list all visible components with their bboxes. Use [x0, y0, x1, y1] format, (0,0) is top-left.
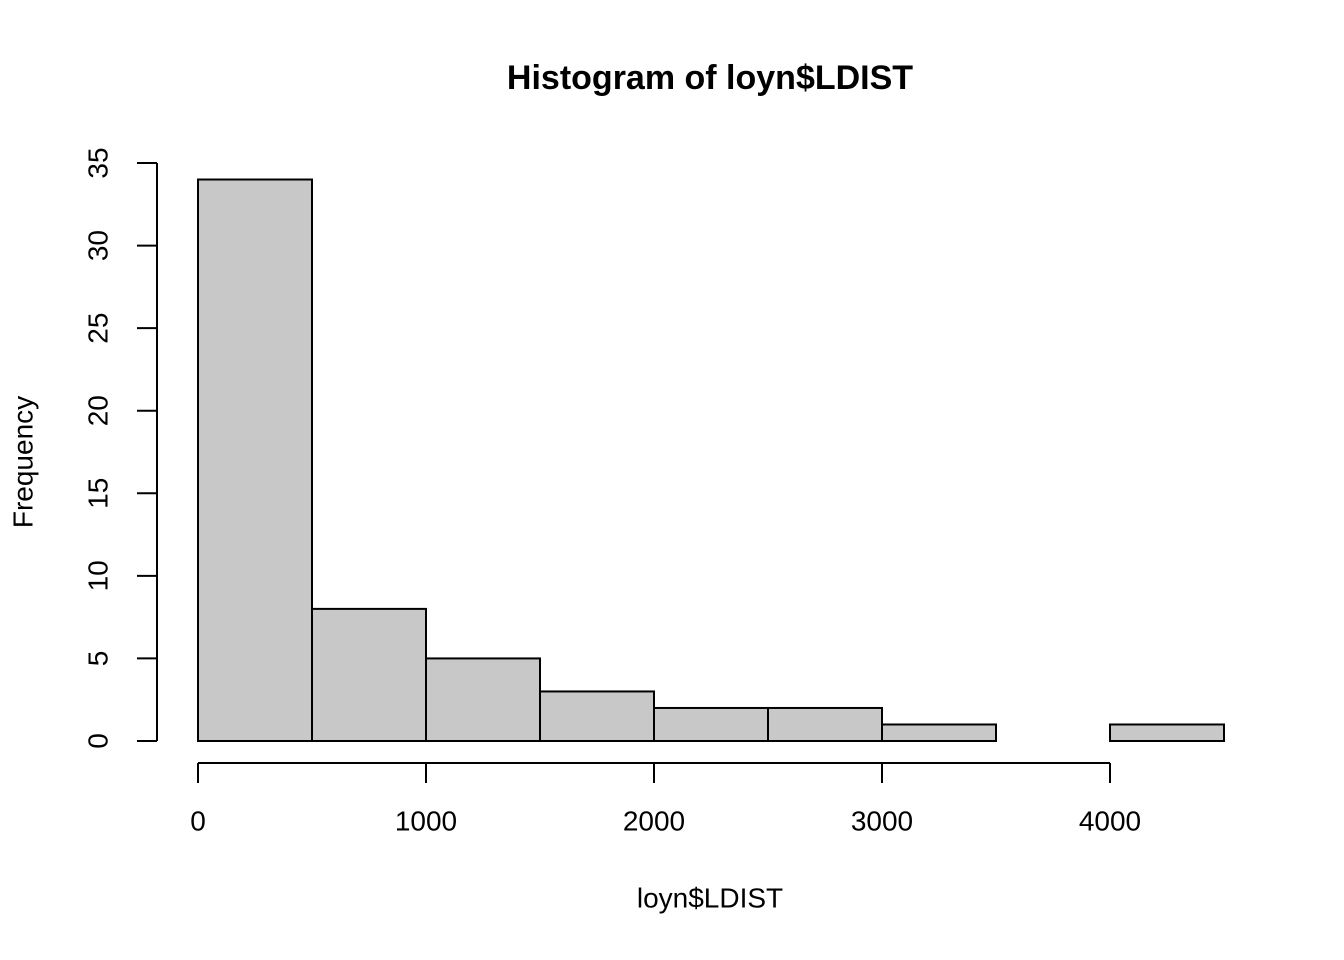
x-tick-label: 4000 [1079, 805, 1141, 836]
x-tick-label: 1000 [395, 805, 457, 836]
y-tick-label: 10 [82, 560, 113, 591]
x-axis-label: loyn$LDIST [637, 882, 783, 913]
x-tick-label: 2000 [623, 805, 685, 836]
y-tick-label: 20 [82, 395, 113, 426]
y-tick-label: 30 [82, 230, 113, 261]
y-tick-label: 25 [82, 313, 113, 344]
bar [311, 607, 427, 743]
bar [539, 690, 655, 743]
y-tick-label: 0 [82, 733, 113, 749]
x-tick-label: 3000 [851, 805, 913, 836]
x-tick-label: 0 [190, 805, 206, 836]
y-tick-label: 5 [82, 651, 113, 667]
bar [197, 178, 313, 742]
bar [1109, 723, 1225, 743]
bar [767, 706, 883, 743]
y-axis-label: Frequency [7, 396, 38, 528]
y-tick-label: 35 [82, 147, 113, 178]
bar [425, 657, 541, 743]
y-tick-label: 15 [82, 478, 113, 509]
bar [653, 706, 769, 743]
chart-title: Histogram of loyn$LDIST [507, 59, 913, 97]
bar [881, 723, 997, 743]
